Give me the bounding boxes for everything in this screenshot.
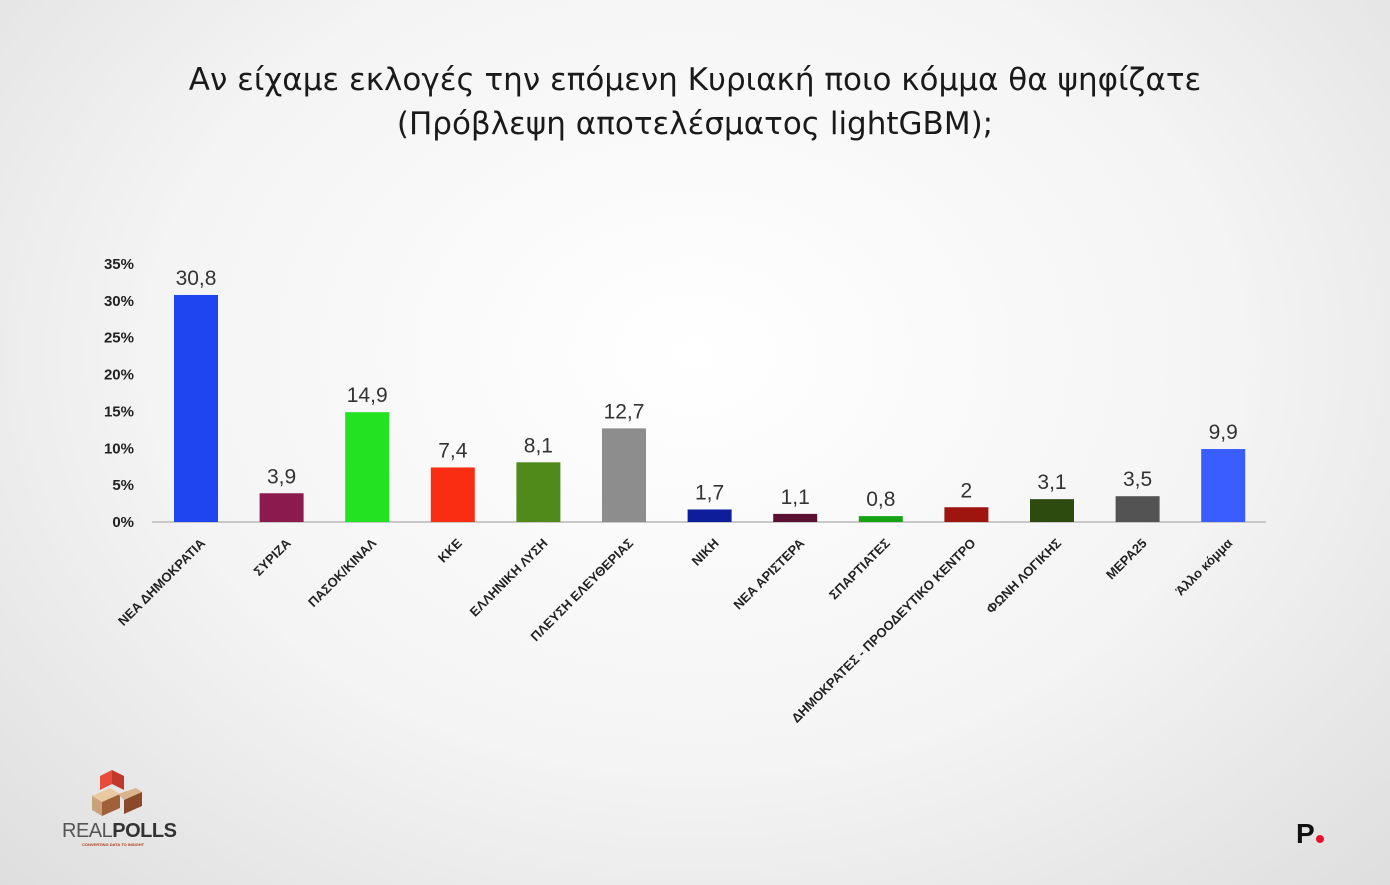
- bar: [944, 507, 989, 522]
- data-label: 2: [961, 479, 973, 502]
- realpolls-wordmark: REALPOLLS: [62, 820, 177, 842]
- realpolls-logo: REALPOLLS CONVERTING DATA TO INSIGHT: [62, 768, 182, 848]
- bar: [602, 428, 646, 522]
- x-tick-label: ΝΕΑ ΔΗΜΟΚΡΑΤΙΑ: [115, 535, 208, 628]
- title-line-2: (Πρόβλεψη αποτελέσματος lightGBM);: [396, 106, 994, 142]
- data-label: 1,1: [781, 486, 810, 509]
- x-tick-label: ΚΚΕ: [435, 535, 465, 565]
- x-tick-label: ΝΕΑ ΑΡΙΣΤΕΡΑ: [730, 535, 807, 612]
- x-tick-label: ΔΗΜΟΚΡΑΤΕΣ - ΠΡΟΟΔΕΥΤΙΚΟ ΚΕΝΤΡΟ: [788, 536, 978, 726]
- y-tick-label: 35%: [104, 256, 134, 273]
- bar: [174, 294, 218, 522]
- bar: [773, 513, 818, 522]
- x-tick-label: ΜΕΡΑ25: [1103, 536, 1150, 583]
- data-label: 14,9: [347, 384, 388, 407]
- bar: [430, 467, 475, 522]
- y-tick-label: 25%: [104, 330, 134, 347]
- x-tick-label: Άλλο κόμμα: [1172, 536, 1235, 599]
- y-tick-label: 15%: [104, 403, 134, 420]
- y-tick-label: 10%: [104, 440, 134, 457]
- data-label: 8,1: [524, 434, 553, 457]
- y-tick-label: 5%: [112, 477, 134, 494]
- bar: [858, 516, 903, 522]
- data-label: 7,4: [438, 439, 468, 462]
- bar: [516, 462, 561, 522]
- x-tick-label: ΕΛΛΗΝΙΚΗ ΛΥΣΗ: [467, 536, 551, 620]
- data-label: 30,8: [176, 267, 217, 290]
- bar: [1115, 496, 1160, 522]
- title-line-1: Αν είχαμε εκλογές την επόμενη Κυριακή πο…: [188, 62, 1202, 98]
- bar: [259, 493, 304, 522]
- x-tick-label: ΣΥΡΙΖΑ: [251, 535, 295, 579]
- data-label: 3,1: [1037, 471, 1066, 494]
- y-tick-label: 20%: [104, 367, 134, 384]
- y-tick-label: 30%: [104, 293, 134, 310]
- publisher-logo: P: [1296, 818, 1324, 850]
- realpolls-cube-icon: [92, 770, 142, 816]
- chart-title: Αν είχαμε εκλογές την επόμενη Κυριακή πο…: [0, 58, 1390, 146]
- bar: [687, 509, 732, 522]
- x-tick-label: ΦΩΝΗ ΛΟΓΙΚΗΣ: [983, 535, 1064, 616]
- y-tick-label: 0%: [112, 514, 134, 531]
- logo-dot-icon: [1315, 835, 1324, 843]
- data-label: 0,8: [866, 488, 895, 511]
- x-tick-label: ΣΠΑΡΤΙΑΤΕΣ: [826, 535, 893, 602]
- bar: [1030, 499, 1074, 522]
- data-label: 1,7: [695, 481, 724, 504]
- bar: [1201, 449, 1246, 522]
- x-tick-label: ΝΙΚΗ: [689, 536, 722, 569]
- realpolls-tagline: CONVERTING DATA TO INSIGHT: [82, 842, 145, 847]
- data-label: 12,7: [604, 400, 645, 423]
- data-label: 3,5: [1123, 468, 1152, 491]
- data-label: 3,9: [267, 465, 296, 488]
- bar: [345, 412, 390, 522]
- data-label: 9,9: [1209, 421, 1238, 444]
- x-tick-label: ΠΑΣΟΚ/ΚΙΝΑΛ: [305, 535, 380, 610]
